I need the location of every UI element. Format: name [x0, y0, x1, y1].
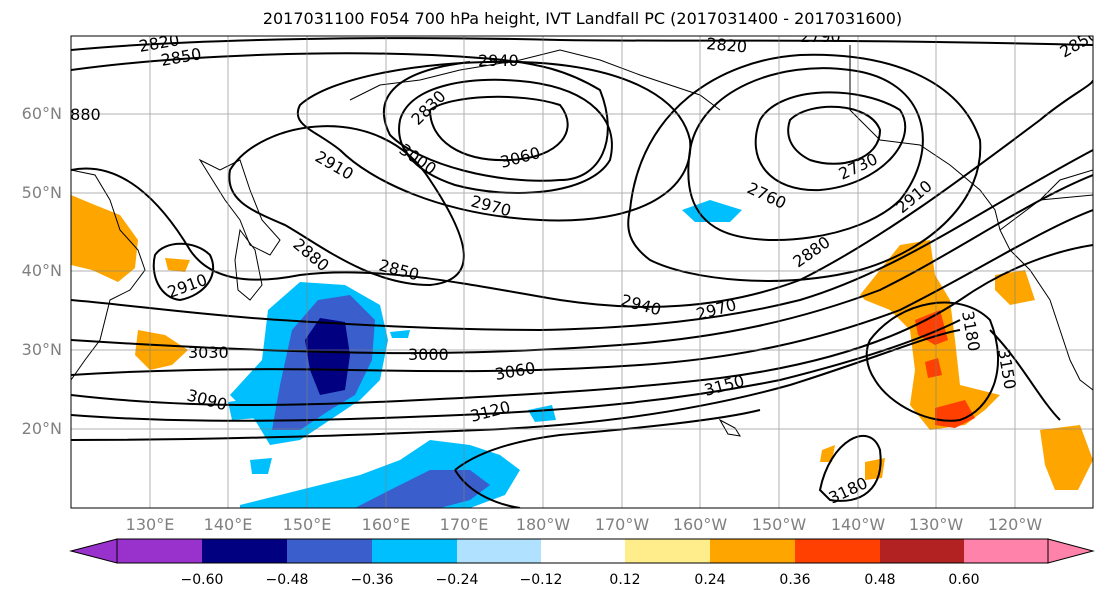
contour-label: 3060 — [493, 358, 536, 384]
lat-label-30n: 30°N — [21, 340, 62, 359]
colorbar-bin — [541, 539, 625, 563]
contour-label: 3000 — [396, 140, 440, 179]
colorbar-tick-label: 0.12 — [609, 572, 641, 588]
contour-label: 2790 — [800, 27, 841, 46]
lon-label: 170°W — [594, 515, 650, 534]
graticule — [71, 36, 1093, 508]
colorbar-bin — [710, 539, 795, 563]
colorbar-outline — [116, 538, 1049, 564]
contour-label: 3030 — [188, 343, 229, 362]
colorbar-bin — [795, 539, 880, 563]
contour-label: 3090 — [185, 386, 229, 415]
contour-label: 2820 — [706, 34, 748, 56]
colorbar-tick-label: −0.24 — [435, 572, 479, 588]
contour-label: 3000 — [408, 345, 449, 364]
colorbar-bin — [202, 539, 287, 563]
colorbar-bin — [457, 539, 541, 563]
lon-label: 170°E — [439, 515, 489, 534]
colorbar-bin — [287, 539, 372, 563]
colorbar-tick-label: 0.36 — [779, 572, 811, 588]
lat-label-50n: 50°N — [21, 183, 62, 202]
colorbar-tick-label: −0.36 — [350, 572, 394, 588]
lon-label: 130°E — [125, 515, 175, 534]
contour-label: 2830 — [407, 87, 449, 129]
contour-label: 3120 — [468, 397, 512, 426]
contour-label: 2910 — [165, 270, 210, 302]
contour-label: 2850 — [1057, 25, 1102, 62]
contour-label: 3060 — [498, 143, 542, 172]
map-title: 2017031100 F054 700 hPa height, IVT Land… — [262, 9, 903, 28]
colorbar-tick-label: −0.60 — [180, 572, 224, 588]
contour-label: 3150 — [702, 371, 746, 400]
lon-label: 130°W — [908, 515, 964, 534]
colorbar — [69, 538, 1095, 564]
lon-label: 160°E — [361, 515, 411, 534]
height-contours — [71, 37, 1093, 508]
lat-label-40n: 40°N — [21, 261, 62, 280]
lon-label: 150°E — [282, 515, 332, 534]
lat-label-60n: 60°N — [21, 104, 62, 123]
contour-label: 2880 — [60, 105, 101, 124]
contour-label: 2910 — [312, 147, 357, 184]
lon-label: 160°W — [672, 515, 728, 534]
contour-label: 2970 — [694, 295, 738, 324]
colorbar-bin — [372, 539, 457, 563]
contour-label: 3180 — [826, 473, 871, 507]
colorbar-extend-high — [1047, 538, 1095, 564]
contour-label: 2940 — [478, 51, 519, 70]
contour-label: 2850 — [377, 256, 421, 285]
colorbar-bin — [964, 539, 1048, 563]
lon-label: 140°E — [203, 515, 253, 534]
colorbar-extend-low — [69, 538, 118, 564]
colorbar-tick-label: 0.24 — [694, 572, 726, 588]
colorbar-tick-label: 0.48 — [864, 572, 896, 588]
contour-label: 3180 — [958, 309, 984, 352]
colorbar-bin — [880, 539, 964, 563]
lon-label: 180°W — [515, 515, 571, 534]
contour-label: 3150 — [994, 347, 1020, 390]
colorbar-tick-label: −0.48 — [265, 572, 309, 588]
lat-label-20n: 20°N — [21, 419, 62, 438]
map-frame — [70, 35, 1094, 509]
contour-label: 2970 — [469, 192, 513, 221]
colorbar-bin — [625, 539, 710, 563]
contour-label: 2940 — [619, 291, 663, 320]
colorbar-tick-label: 0.60 — [948, 572, 980, 588]
colorbar-tick-label: −0.12 — [519, 572, 563, 588]
colorbar-bin — [117, 539, 202, 563]
lon-label: 150°W — [751, 515, 807, 534]
lon-label: 140°W — [830, 515, 886, 534]
lon-label: 120°W — [987, 515, 1043, 534]
